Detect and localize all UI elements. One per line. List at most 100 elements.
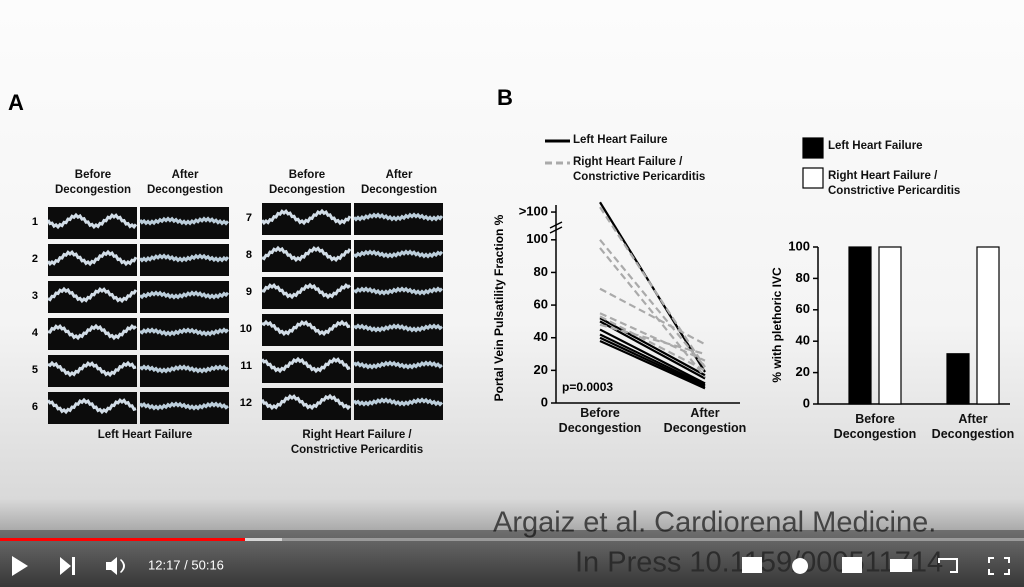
doppler-trace xyxy=(47,323,137,341)
doppler-trace xyxy=(47,360,137,378)
doppler-trace xyxy=(352,360,443,370)
patient-line xyxy=(599,320,706,380)
patient-line xyxy=(599,317,706,377)
column-header: Before Decongestion xyxy=(54,169,132,196)
row-number: 11 xyxy=(240,360,252,372)
axis-break xyxy=(549,221,563,234)
y-tick-label: 60 xyxy=(534,297,548,312)
bar xyxy=(976,246,1000,405)
patient-line xyxy=(599,339,706,390)
x-tick-label: After Decongestion xyxy=(663,406,747,435)
x-tick-label: After Decongestion xyxy=(931,412,1015,441)
y-tick-label: 20 xyxy=(796,364,810,379)
doppler-trace xyxy=(261,319,351,337)
legend-label: Right Heart Failure / Constrictive Peric… xyxy=(573,156,706,183)
patient-line xyxy=(599,328,706,385)
row-number: 2 xyxy=(32,253,38,265)
legend-swatch xyxy=(802,167,824,189)
ultrasound-image xyxy=(262,351,351,383)
patient-line xyxy=(599,206,706,368)
patient-line xyxy=(599,201,706,373)
x-tick-label: Before Decongestion xyxy=(833,412,917,441)
fullscreen-button[interactable] xyxy=(988,557,1010,575)
settings-button[interactable] xyxy=(792,558,809,574)
y-tick-label: 80 xyxy=(796,270,810,285)
bar xyxy=(878,246,902,405)
citation: Argaiz et al. Cardiorenal Medicine. xyxy=(493,507,936,539)
patient-line xyxy=(599,336,706,388)
row-number: 7 xyxy=(246,212,252,224)
doppler-trace xyxy=(353,249,444,259)
legend-label: Left Heart Failure xyxy=(573,134,668,146)
legend-label: Left Heart Failure xyxy=(828,140,923,152)
progress-played xyxy=(0,538,245,541)
y-tick-label: 60 xyxy=(796,301,810,316)
column-header: Before Decongestion xyxy=(268,169,346,196)
panel-label: A xyxy=(8,90,24,115)
bar xyxy=(946,353,970,405)
y-tick-label: 0 xyxy=(803,395,810,410)
row-number: 6 xyxy=(32,401,38,413)
column-header: After Decongestion xyxy=(146,169,224,196)
y-tick-label: 40 xyxy=(534,329,548,344)
subtitles-button[interactable] xyxy=(742,557,762,573)
cast-button[interactable] xyxy=(938,558,958,573)
y-axis-label: % with plethoric IVC xyxy=(770,267,784,383)
y-tick-label: >100 xyxy=(519,203,548,218)
panel-label: B xyxy=(497,85,513,110)
doppler-trace xyxy=(139,364,229,374)
doppler-trace xyxy=(138,253,230,263)
doppler-trace xyxy=(261,245,352,263)
row-number: 12 xyxy=(240,397,252,409)
doppler-trace xyxy=(260,356,351,374)
y-tick-label: 20 xyxy=(534,362,548,377)
row-number: 9 xyxy=(246,286,252,298)
doppler-trace xyxy=(352,212,444,222)
group-caption: Right Heart Failure / Constrictive Peric… xyxy=(290,429,424,456)
y-tick-label: 40 xyxy=(796,333,810,348)
doppler-trace xyxy=(352,397,444,407)
patient-line xyxy=(599,247,706,378)
doppler-trace xyxy=(139,327,230,337)
patient-line xyxy=(599,312,706,362)
miniplayer-button[interactable] xyxy=(842,557,862,573)
row-number: 3 xyxy=(32,290,38,302)
doppler-trace xyxy=(139,290,230,300)
doppler-trace xyxy=(46,397,137,415)
group-caption: Left Heart Failure xyxy=(97,429,193,441)
volume-button[interactable] xyxy=(106,557,125,575)
patient-line xyxy=(599,287,706,346)
theater-button[interactable] xyxy=(890,559,912,572)
ultrasound-image xyxy=(48,392,137,424)
y-axis-label: Portal Vein Pulsatility Fraction % xyxy=(492,214,506,401)
y-tick-label: 80 xyxy=(534,264,548,279)
row-number: 8 xyxy=(246,249,252,261)
doppler-trace xyxy=(47,286,138,304)
legend-swatch xyxy=(802,137,824,159)
doppler-trace xyxy=(138,401,229,411)
time-display: 12:17 / 50:16 xyxy=(148,557,224,572)
doppler-trace xyxy=(260,208,352,226)
y-tick-label: 100 xyxy=(788,238,810,253)
patient-line xyxy=(599,239,706,368)
play-button[interactable] xyxy=(12,556,28,576)
doppler-trace xyxy=(138,216,230,226)
row-number: 4 xyxy=(32,327,39,339)
next-button[interactable] xyxy=(60,557,75,575)
ultrasound-image xyxy=(140,318,229,350)
progress-track xyxy=(0,538,1024,541)
row-number: 10 xyxy=(240,323,252,335)
ultrasound-image xyxy=(354,277,443,309)
ultrasound-image xyxy=(262,240,351,272)
doppler-trace xyxy=(46,212,138,230)
doppler-trace xyxy=(260,393,352,411)
column-header: After Decongestion xyxy=(360,169,438,196)
patient-line xyxy=(599,315,706,372)
x-tick-label: Before Decongestion xyxy=(558,406,642,435)
bar xyxy=(848,246,872,405)
y-tick-label: 100 xyxy=(526,231,548,246)
legend-label: Right Heart Failure / Constrictive Peric… xyxy=(828,170,961,197)
patient-line xyxy=(599,333,706,387)
